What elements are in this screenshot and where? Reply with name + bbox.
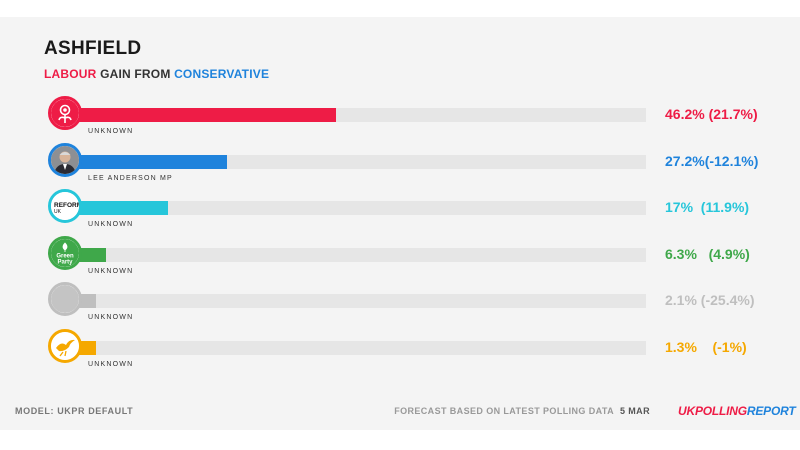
result-row: LEE ANDERSON MP 27.2%(-12.1%) [0,142,800,186]
result-subtitle: LABOUR GAIN FROM CONSERVATIVE [44,67,269,81]
gain-party-label: LABOUR [44,67,97,81]
bar-track [70,201,646,216]
forecast-date: 5 MAR [619,406,650,416]
brand-report: REPORT [746,404,796,418]
vote-share-bar [70,108,337,122]
brand-uk: UK [678,404,695,418]
result-row: UNKNOWN 2.1% (-25.4%) [0,282,800,325]
bar-track [70,247,646,262]
svg-text:REFORM: REFORM [54,202,79,209]
candidate-name: LEE ANDERSON MP [88,174,173,182]
result-row: UNKNOWN 1.3% (-1%) [0,329,800,372]
brand-polling: POLLING [694,404,747,418]
svg-text:Green: Green [56,253,74,259]
vote-share-label: 27.2%(-12.1%) [665,152,759,169]
vote-share-label: 1.3% (-1%) [665,339,747,355]
vote-share-label: 6.3% (4.9%) [665,245,750,262]
loss-party-label: CONSERVATIVE [174,67,270,81]
candidate-name: UNKNOWN [88,267,134,275]
libdem-bird-icon [48,329,82,363]
candidate-name: UNKNOWN [88,361,134,368]
svg-text:UK: UK [54,209,62,215]
model-label: MODEL: UKPR DEFAULT [15,406,134,416]
blank-party-icon [48,282,82,317]
forecast-label: FORECAST BASED ON LATEST POLLING DATA [394,406,614,416]
forecast-note: FORECAST BASED ON LATEST POLLING DATA 5 M… [394,406,650,416]
candidate-name: UNKNOWN [88,221,134,229]
vote-share-bar [70,154,227,169]
svg-text:Party: Party [57,259,73,265]
candidate-name: UNKNOWN [88,314,134,322]
vote-share-bar [70,201,168,216]
vote-share-label: 17% (11.9%) [665,199,750,216]
labour-rose-icon [48,96,82,130]
results-panel [0,17,800,430]
candidate-photo-icon [48,142,82,177]
result-row: Green Party UNKNOWN 6.3% (4.9%) [0,235,800,279]
constituency-title: ASHFIELD [44,38,142,59]
reform-uk-icon: REFORMUK [48,189,82,224]
candidate-name: UNKNOWN [88,128,134,135]
brand-logo[interactable]: UKPOLLINGREPORT [678,404,796,418]
vote-share-label: 2.1% (-25.4%) [665,292,755,309]
bar-track [70,294,646,309]
result-row: UNKNOWN 46.2% (21.7%) [0,96,800,139]
green-party-icon: Green Party [48,235,82,270]
bar-track [70,341,646,355]
result-row: REFORMUK UNKNOWN 17% (11.9%) [0,189,800,232]
vote-share-label: 46.2% (21.7%) [665,106,758,122]
gain-from-label: GAIN FROM [96,67,175,81]
